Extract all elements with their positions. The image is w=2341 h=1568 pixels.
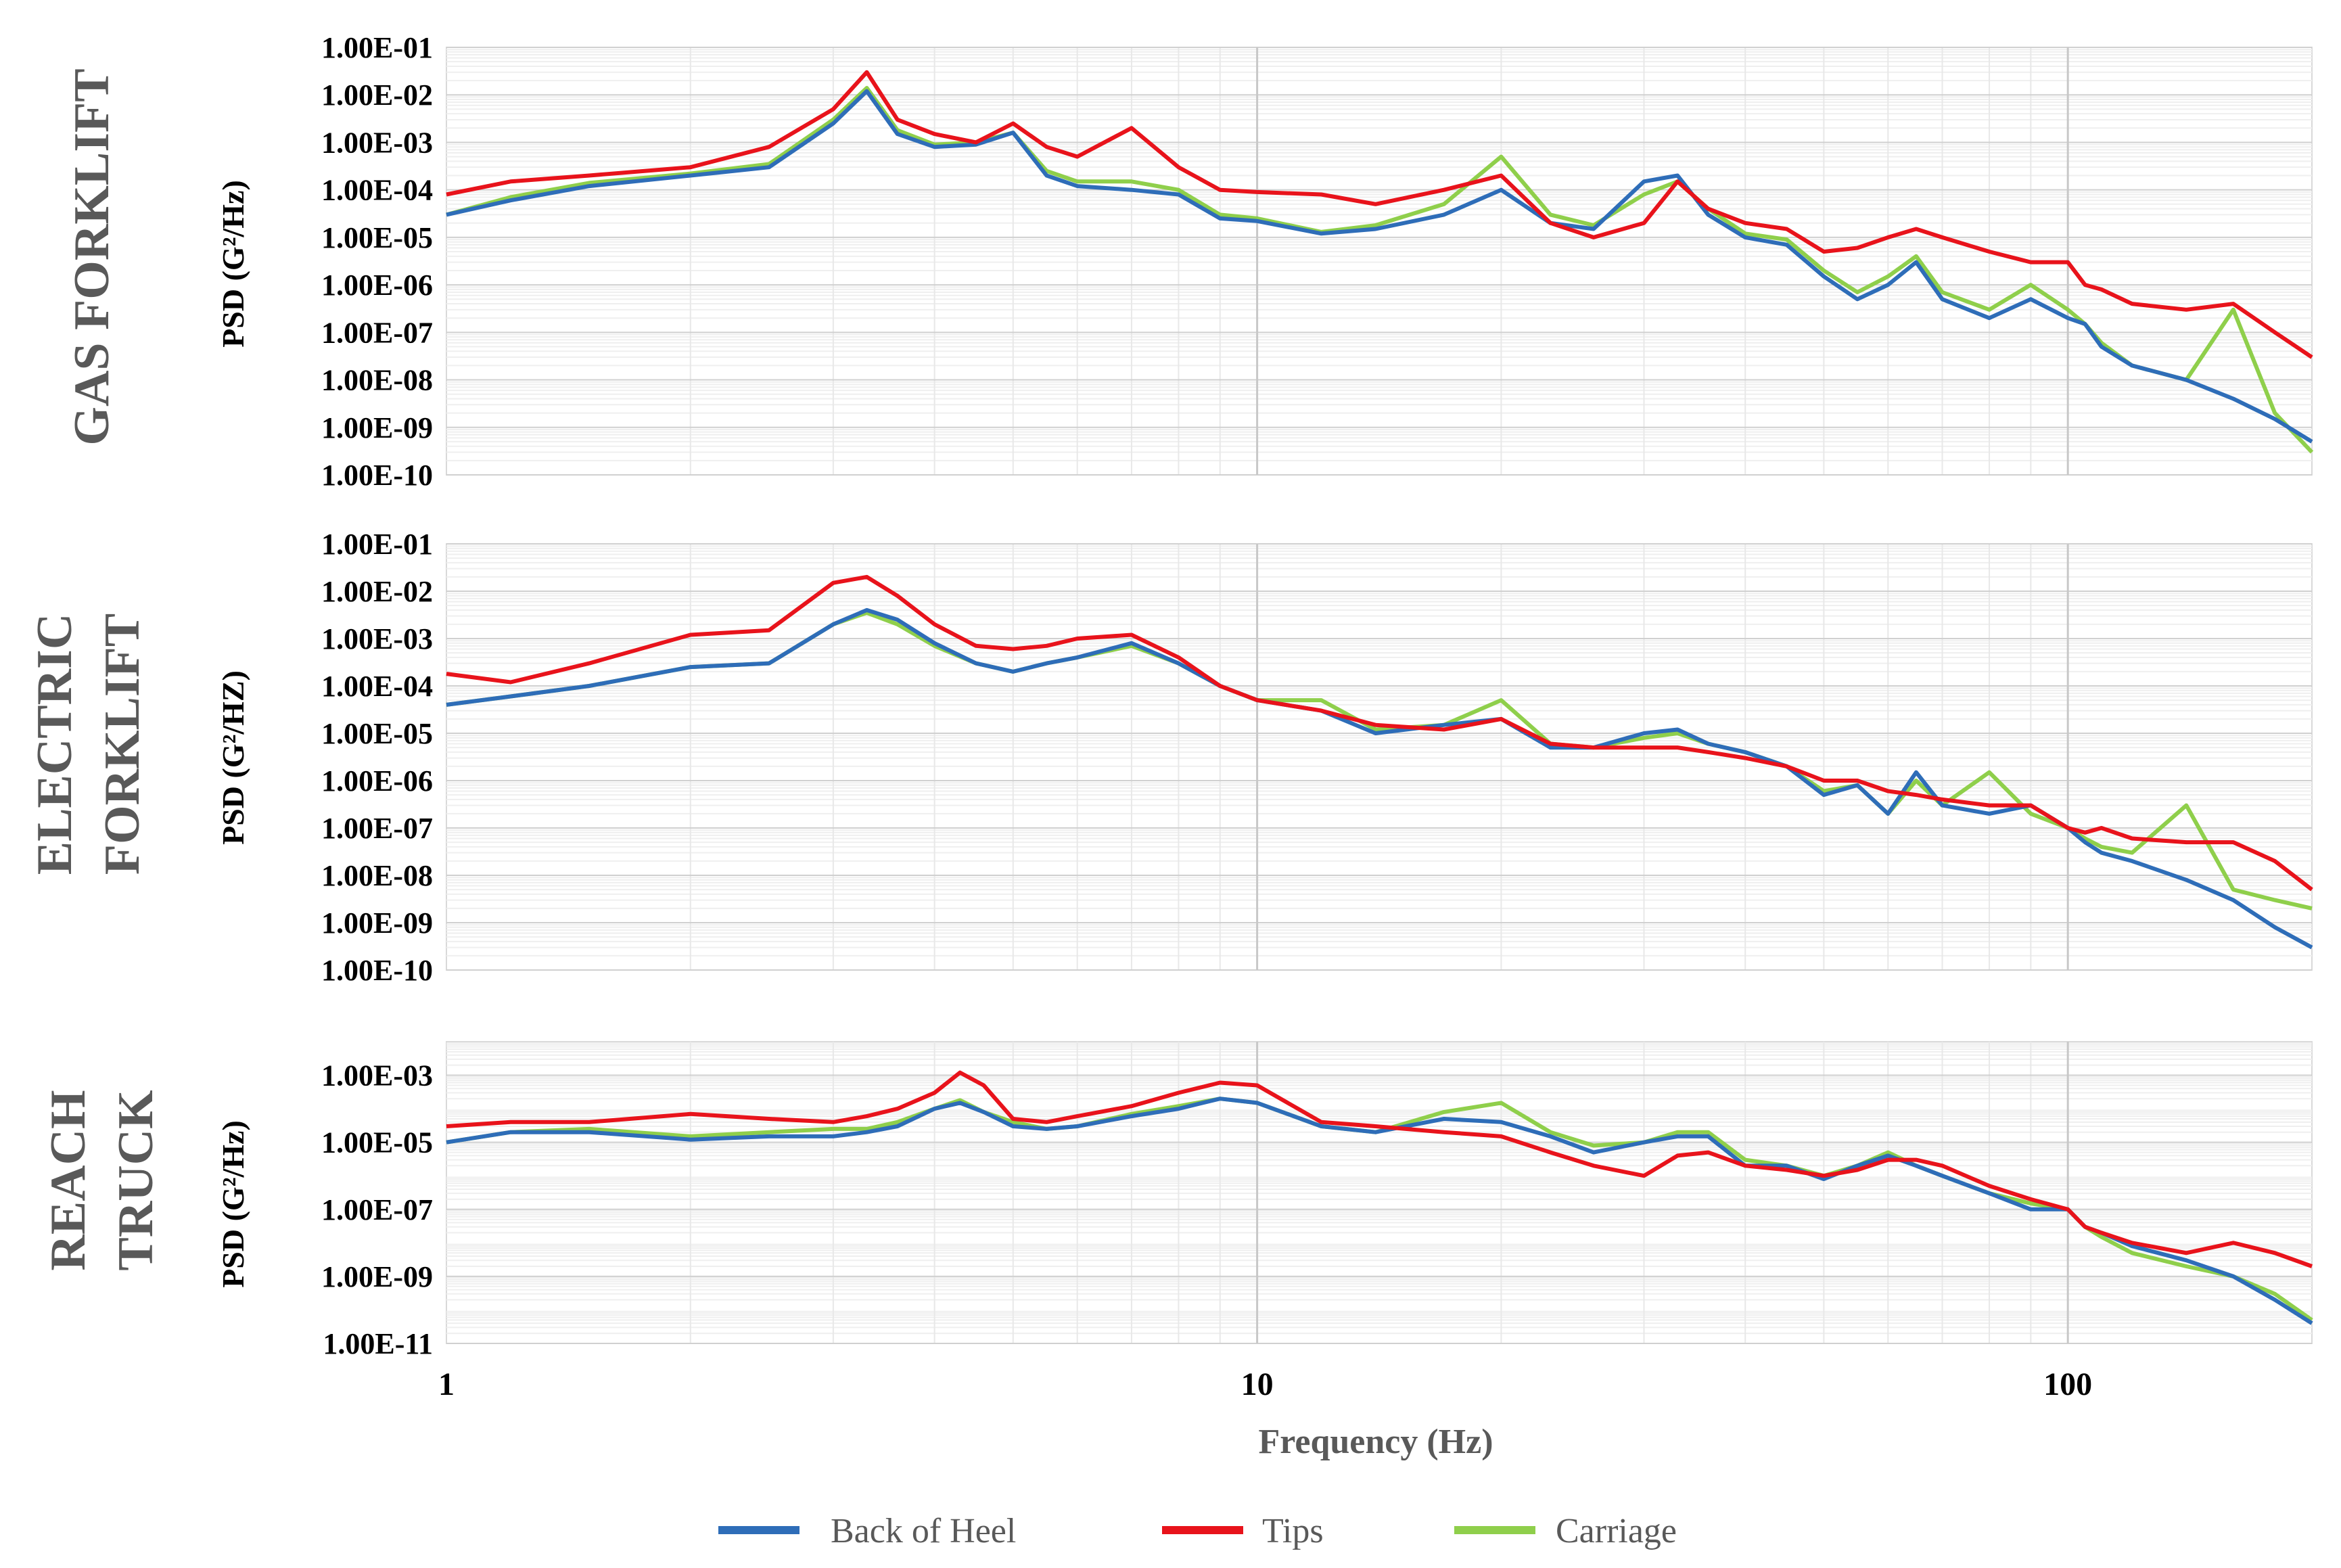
panel-reach-truck: 1.00E-03 1.00E-05 1.00E-07 1.00E-09 1.00E-11 — [321, 1041, 2313, 1360]
x-axis-label: Frequency (Hz) — [1258, 1423, 1493, 1461]
y-tick-label: 1.00E-02 — [321, 575, 433, 608]
y-tick-label: 1.00E-07 — [321, 316, 433, 349]
panel-title-reach-truck-line1: REACH — [41, 1090, 96, 1270]
plot-area — [446, 543, 2313, 971]
y-tick-label: 1.00E-04 — [321, 174, 433, 207]
y-tick-label: 1.00E-09 — [321, 906, 433, 940]
y-tick-label: 1.00E-08 — [321, 859, 433, 892]
y-axis-label-gas: PSD (G²/Hz) — [216, 180, 250, 348]
y-tick-label: 1.00E-10 — [321, 459, 433, 492]
y-tick-label: 1.00E-09 — [321, 1260, 433, 1293]
plot-area — [446, 1041, 2313, 1344]
y-tick-label: 1.00E-05 — [321, 221, 433, 254]
y-tick-label: 1.00E-08 — [321, 364, 433, 397]
x-tick-label: 10 — [1241, 1366, 1274, 1402]
y-tick-label: 1.00E-03 — [321, 622, 433, 655]
y-tick-label: 1.00E-01 — [321, 528, 433, 561]
y-tick-label: 1.00E-03 — [321, 126, 433, 159]
y-axis-label-electric: PSD (G²/HZ) — [216, 670, 250, 845]
legend-label-carriage: Carriage — [1556, 1512, 1677, 1550]
y-tick-label: 1.00E-11 — [323, 1327, 433, 1360]
panel-gas-forklift: 1.00E-01 1.00E-02 1.00E-03 1.00E-04 1.00E-05… — [321, 31, 2314, 492]
panel-title-gas-forklift: GAS FORKLIFT — [64, 68, 120, 445]
y-tick-label: 1.00E-09 — [321, 411, 433, 444]
y-tick-label: 1.00E-07 — [321, 812, 433, 845]
series-back-of-heel — [446, 607, 2313, 950]
x-tick-label: 1 — [438, 1366, 455, 1402]
x-tick-labels: 1 10 100 — [438, 1366, 2092, 1402]
y-tick-label: 1.00E-10 — [321, 954, 433, 987]
y-axis-label-reach: PSD (G²/Hz) — [216, 1120, 250, 1288]
y-tick-label: 1.00E-07 — [321, 1193, 433, 1226]
y-tick-label: 1.00E-06 — [321, 764, 433, 798]
y-tick-label: 1.00E-03 — [321, 1059, 433, 1092]
y-tick-label: 1.00E-04 — [321, 670, 433, 703]
panel-title-reach-truck-line2: TRUCK — [108, 1090, 164, 1270]
y-tick-label: 1.00E-05 — [321, 717, 433, 750]
panel-electric-forklift: 1.00E-01 1.00E-02 1.00E-03 1.00E-04 1.00E-05… — [321, 528, 2313, 987]
series-carriage — [446, 86, 2314, 454]
legend-label-back-of-heel: Back of Heel — [831, 1512, 1016, 1550]
y-tick-label: 1.00E-05 — [321, 1126, 433, 1159]
y-tick-label: 1.00E-06 — [321, 269, 433, 302]
series-tips — [446, 70, 2313, 359]
legend-label-tips: Tips — [1262, 1512, 1324, 1550]
panel-title-electric-forklift-line2: FORKLIFT — [95, 614, 150, 875]
series-back-of-heel — [446, 89, 2313, 444]
series-tips — [446, 574, 2313, 892]
legend: Back of Heel Tips Carriage — [718, 1512, 1677, 1550]
series-tips — [446, 1070, 2313, 1268]
x-tick-label: 100 — [2043, 1366, 2092, 1402]
y-tick-label: 1.00E-01 — [321, 31, 433, 64]
y-tick-label: 1.00E-02 — [321, 78, 433, 112]
panel-title-electric-forklift-line1: ELECTRIC — [27, 614, 83, 875]
